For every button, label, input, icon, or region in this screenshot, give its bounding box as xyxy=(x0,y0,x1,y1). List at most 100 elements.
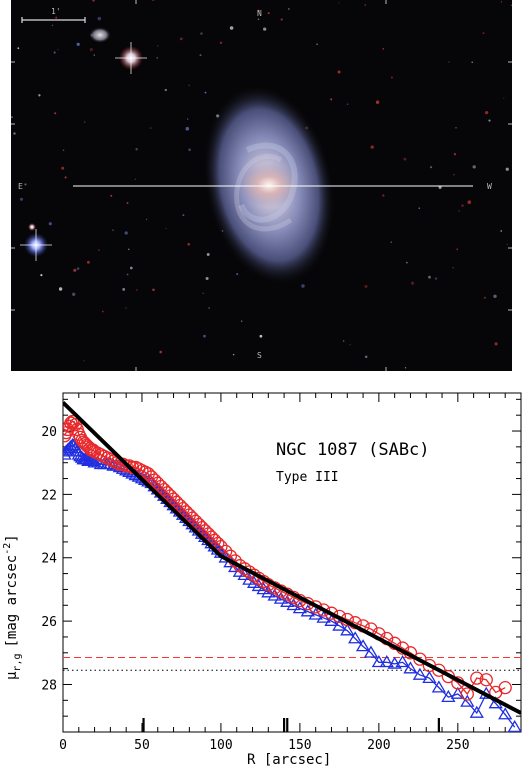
data-series xyxy=(63,414,521,732)
x-tick-label: 200 xyxy=(367,738,390,753)
field-star xyxy=(110,194,113,197)
data-point-circle xyxy=(324,606,339,620)
field-star xyxy=(263,27,267,31)
data-point-triangle xyxy=(332,618,347,631)
data-point-triangle xyxy=(371,655,386,668)
data-point-circle xyxy=(470,671,484,685)
field-star xyxy=(316,43,318,46)
y-axis-subscript: r,g xyxy=(12,654,23,672)
field-star xyxy=(229,26,234,30)
compass-east: E xyxy=(18,182,23,191)
field-star xyxy=(134,178,136,180)
field-star xyxy=(129,266,133,270)
field-star xyxy=(206,253,210,256)
compass-north: N xyxy=(257,9,262,18)
field-star xyxy=(232,353,235,356)
data-point-triangle xyxy=(355,639,371,652)
y-axis-symbol: μ xyxy=(4,671,20,680)
field-star xyxy=(494,342,498,346)
profile-plot: 0 50 100 150 200 250 20 22 24 26 28 NGC 1087 (SABc… xyxy=(2,392,522,768)
y-tick-label: 22 xyxy=(41,488,57,503)
field-star xyxy=(152,288,155,292)
data-point-triangle xyxy=(273,591,289,604)
field-star xyxy=(406,261,408,264)
field-star xyxy=(187,242,190,246)
field-star xyxy=(135,148,138,151)
field-star xyxy=(38,94,41,97)
field-star xyxy=(64,176,67,179)
reference-lines xyxy=(63,657,521,671)
x-tick-label: 250 xyxy=(446,738,469,753)
field-star xyxy=(482,32,485,35)
chart-title: NGC 1087 (SABc) xyxy=(276,440,430,460)
field-star xyxy=(53,51,56,54)
field-star xyxy=(188,84,191,87)
field-star xyxy=(89,48,93,52)
field-star xyxy=(51,24,54,27)
axis-ticks xyxy=(62,393,522,732)
field-star xyxy=(188,148,191,152)
data-point-triangle xyxy=(431,680,447,693)
field-star xyxy=(136,289,138,291)
field-star xyxy=(456,248,459,251)
field-star xyxy=(484,110,489,115)
field-star xyxy=(128,248,130,251)
data-point-triangle xyxy=(280,594,295,607)
field-star xyxy=(73,268,77,272)
field-star xyxy=(458,210,460,212)
field-star xyxy=(403,157,407,161)
data-point-circle xyxy=(498,680,512,695)
foreground-star xyxy=(115,42,147,74)
data-point-circle xyxy=(460,687,474,701)
field-star xyxy=(86,260,90,264)
field-star xyxy=(280,18,283,21)
field-star xyxy=(370,145,374,149)
field-star xyxy=(448,61,450,63)
field-star xyxy=(165,227,167,229)
field-star xyxy=(343,340,345,342)
field-star xyxy=(500,1,503,3)
field-star xyxy=(186,118,189,120)
x-tick-label: 150 xyxy=(288,738,311,753)
field-star xyxy=(98,249,100,251)
field-star xyxy=(125,307,127,309)
y-axis-close: ] xyxy=(4,534,20,542)
field-star xyxy=(76,267,80,270)
field-star xyxy=(200,32,203,35)
data-point-circle xyxy=(125,460,140,475)
field-star xyxy=(179,37,183,41)
field-star xyxy=(404,367,407,369)
field-star xyxy=(493,294,497,299)
field-star xyxy=(112,229,114,231)
data-point-triangle xyxy=(267,588,282,601)
field-star xyxy=(236,273,239,276)
field-star xyxy=(57,49,59,51)
field-star xyxy=(150,127,152,129)
field-star xyxy=(54,112,57,115)
field-star xyxy=(287,7,290,10)
data-point-triangle xyxy=(261,585,276,598)
field-star xyxy=(461,204,464,207)
fit-line xyxy=(63,401,521,715)
field-star xyxy=(126,273,129,276)
field-star xyxy=(24,183,27,186)
series-line xyxy=(63,444,516,728)
field-star xyxy=(83,360,85,362)
data-point-circle xyxy=(432,663,446,677)
x-axis-label: R [arcsec] xyxy=(247,752,331,768)
field-star xyxy=(55,16,58,19)
field-star xyxy=(488,119,491,122)
data-point-triangle xyxy=(363,645,379,658)
field-star xyxy=(505,167,509,171)
field-star xyxy=(411,281,415,285)
field-star xyxy=(126,202,129,204)
data-point-triangle xyxy=(348,631,363,644)
field-star xyxy=(434,277,438,280)
y-axis-units: [mag arcsec xyxy=(4,555,20,648)
field-star xyxy=(430,166,433,169)
field-star xyxy=(330,98,333,101)
scale-bar-label: 1' xyxy=(51,7,61,16)
field-star xyxy=(510,4,512,6)
field-star xyxy=(337,70,341,74)
field-star xyxy=(471,61,473,63)
